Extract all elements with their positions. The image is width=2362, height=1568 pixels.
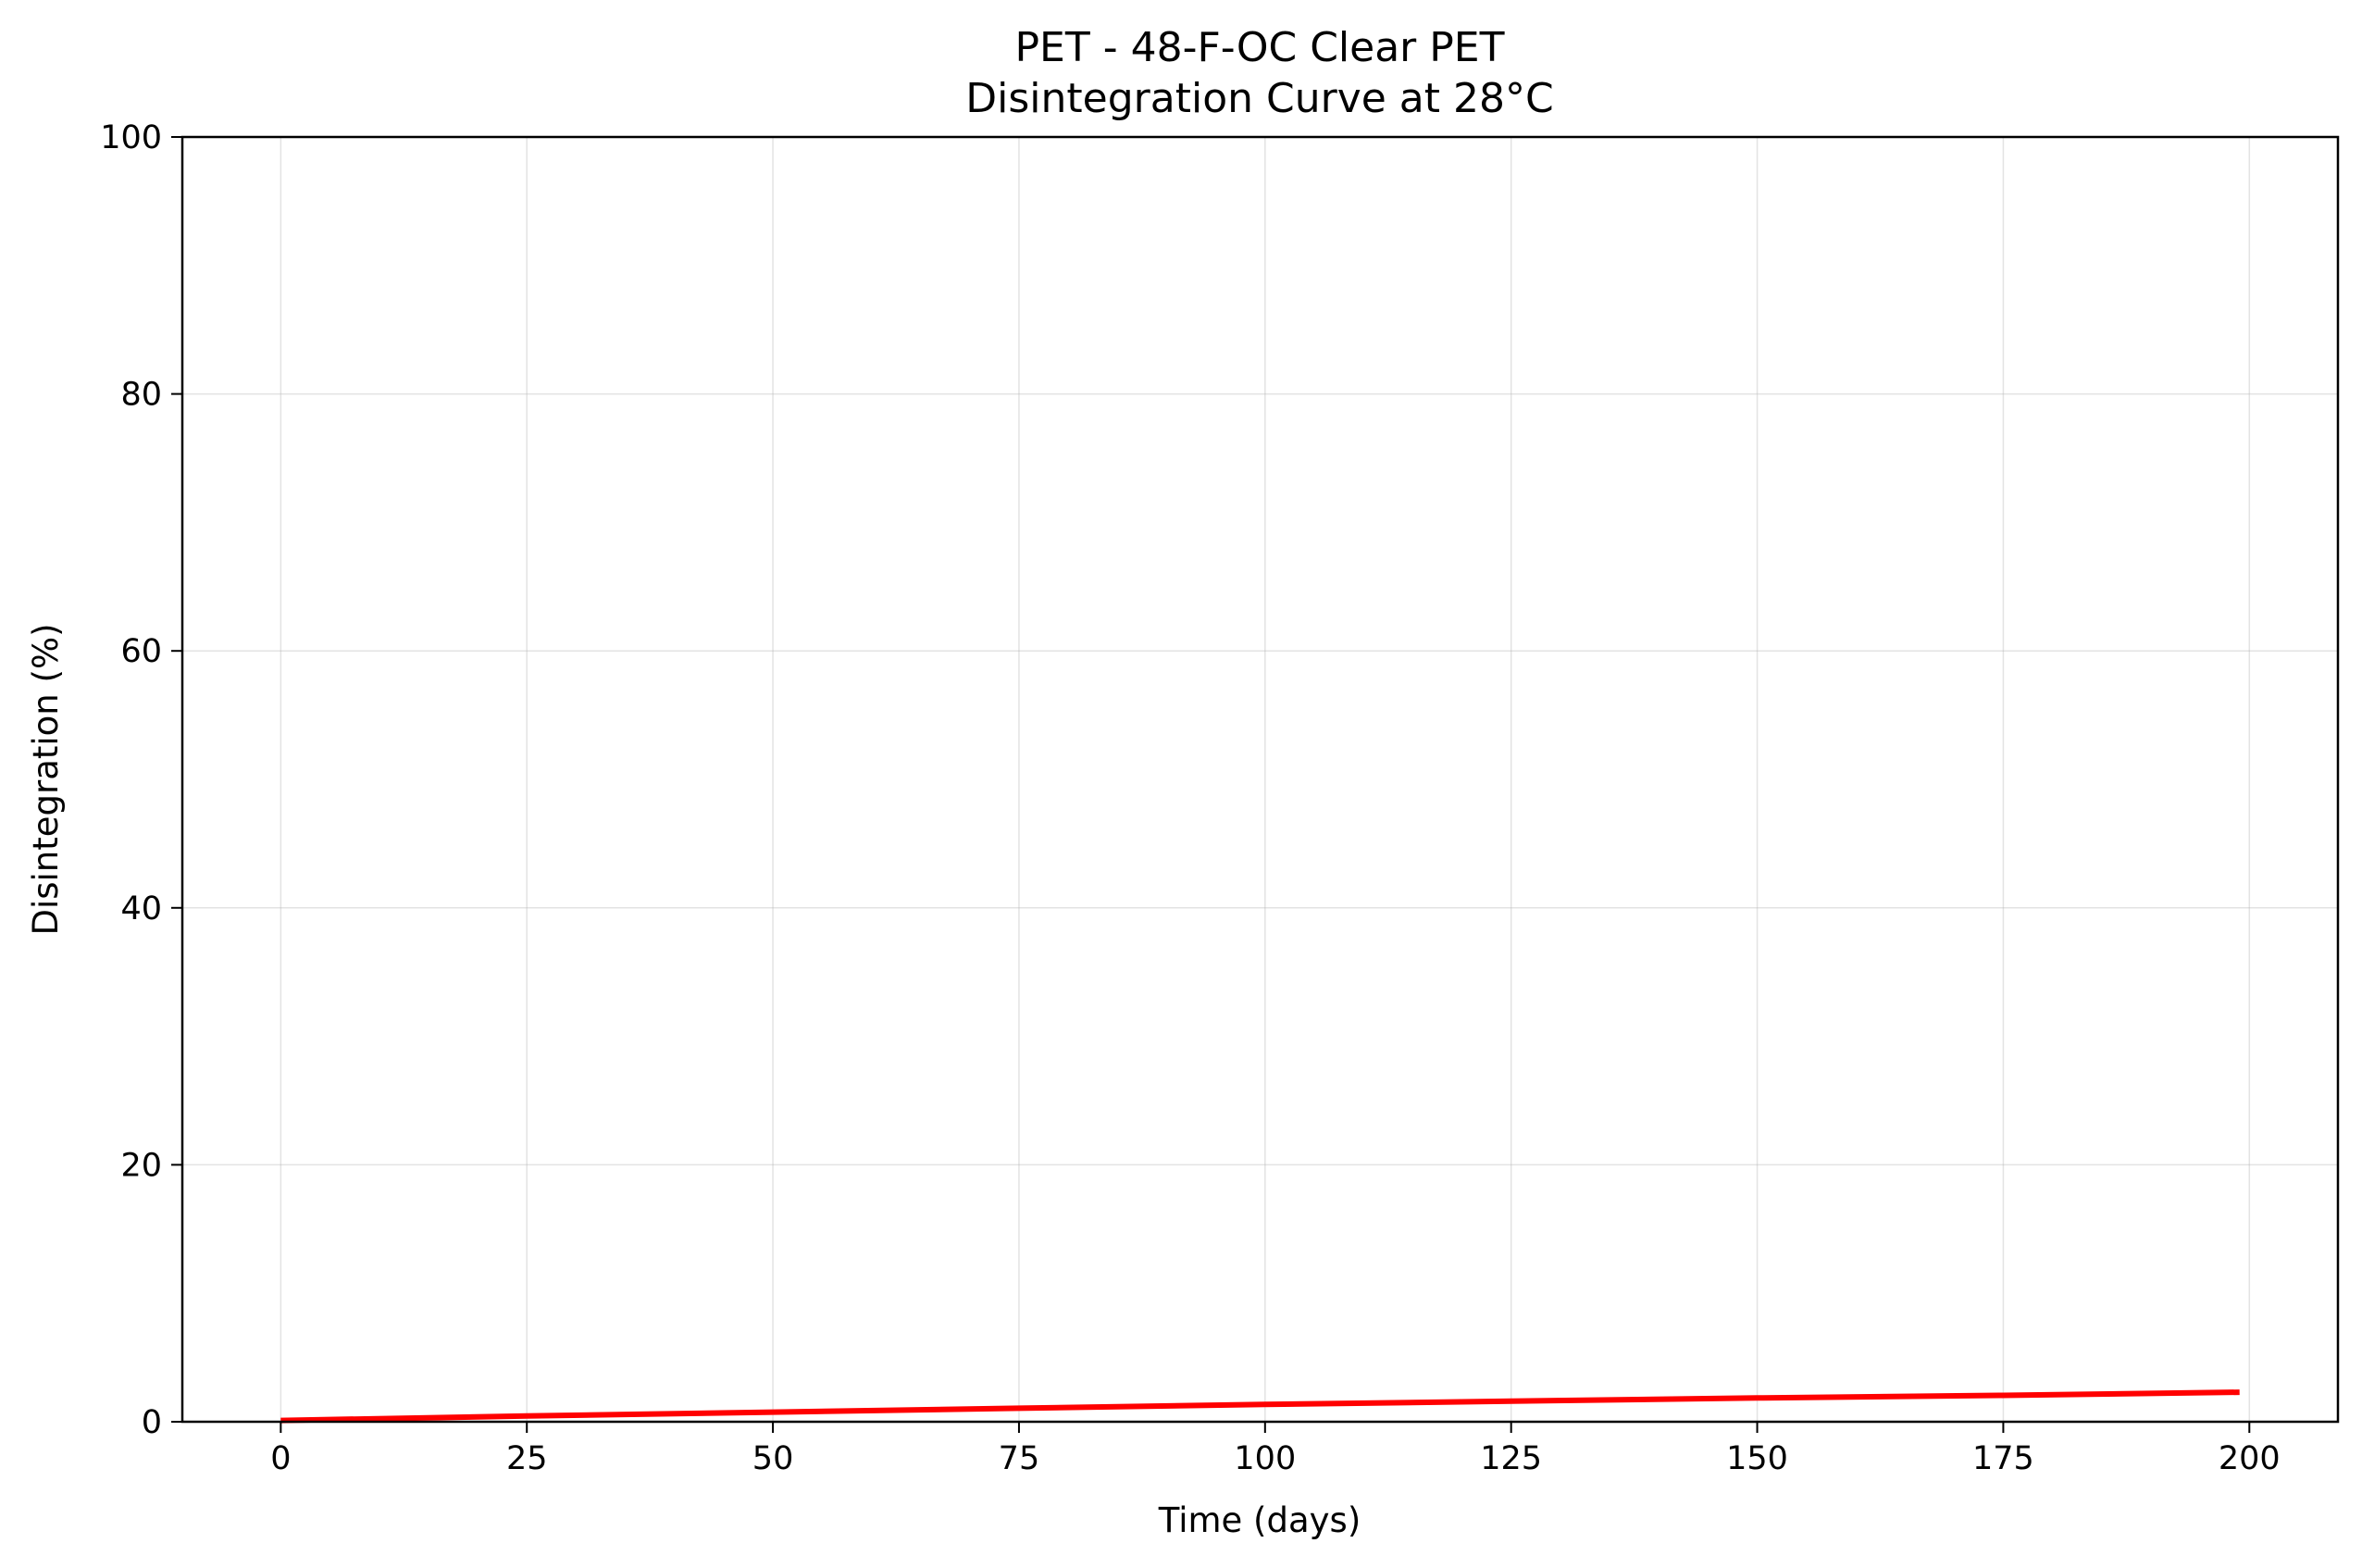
- x-axis-label: Time (days): [1158, 1500, 1361, 1540]
- y-tick-label: 100: [100, 119, 162, 156]
- y-tick-label: 40: [120, 890, 162, 927]
- x-tick-label: 0: [270, 1440, 291, 1477]
- series-line: [280, 1389, 2240, 1424]
- y-tick-label: 20: [120, 1147, 162, 1184]
- x-tick-label: 200: [2219, 1440, 2281, 1477]
- plot-frame: [180, 135, 2340, 1424]
- x-tick-label: 175: [1972, 1440, 2034, 1477]
- y-tick-label: 60: [120, 633, 162, 670]
- x-tick-label: 125: [1480, 1440, 1542, 1477]
- x-tick-label: 75: [999, 1440, 1040, 1477]
- y-axis-label: Disintegration (%): [26, 623, 66, 935]
- x-tick-label: 50: [752, 1440, 794, 1477]
- grid-layer: [182, 136, 2338, 1423]
- y-tick-label: 80: [120, 377, 162, 414]
- tick-layer: 0 25 50 75 100 125 150 175 200 0 20 40 60 80 100: [100, 119, 2281, 1477]
- x-tick-label: 100: [1234, 1440, 1296, 1477]
- x-tick-label: 25: [506, 1440, 548, 1477]
- x-tick-label: 150: [1726, 1440, 1788, 1477]
- series-layer: [280, 1389, 2240, 1424]
- y-tick-label: 0: [142, 1404, 162, 1441]
- chart-subtitle: Disintegration Curve at 28°C: [965, 75, 1553, 122]
- chart-title: PET - 48-F-OC Clear PET: [1015, 24, 1505, 71]
